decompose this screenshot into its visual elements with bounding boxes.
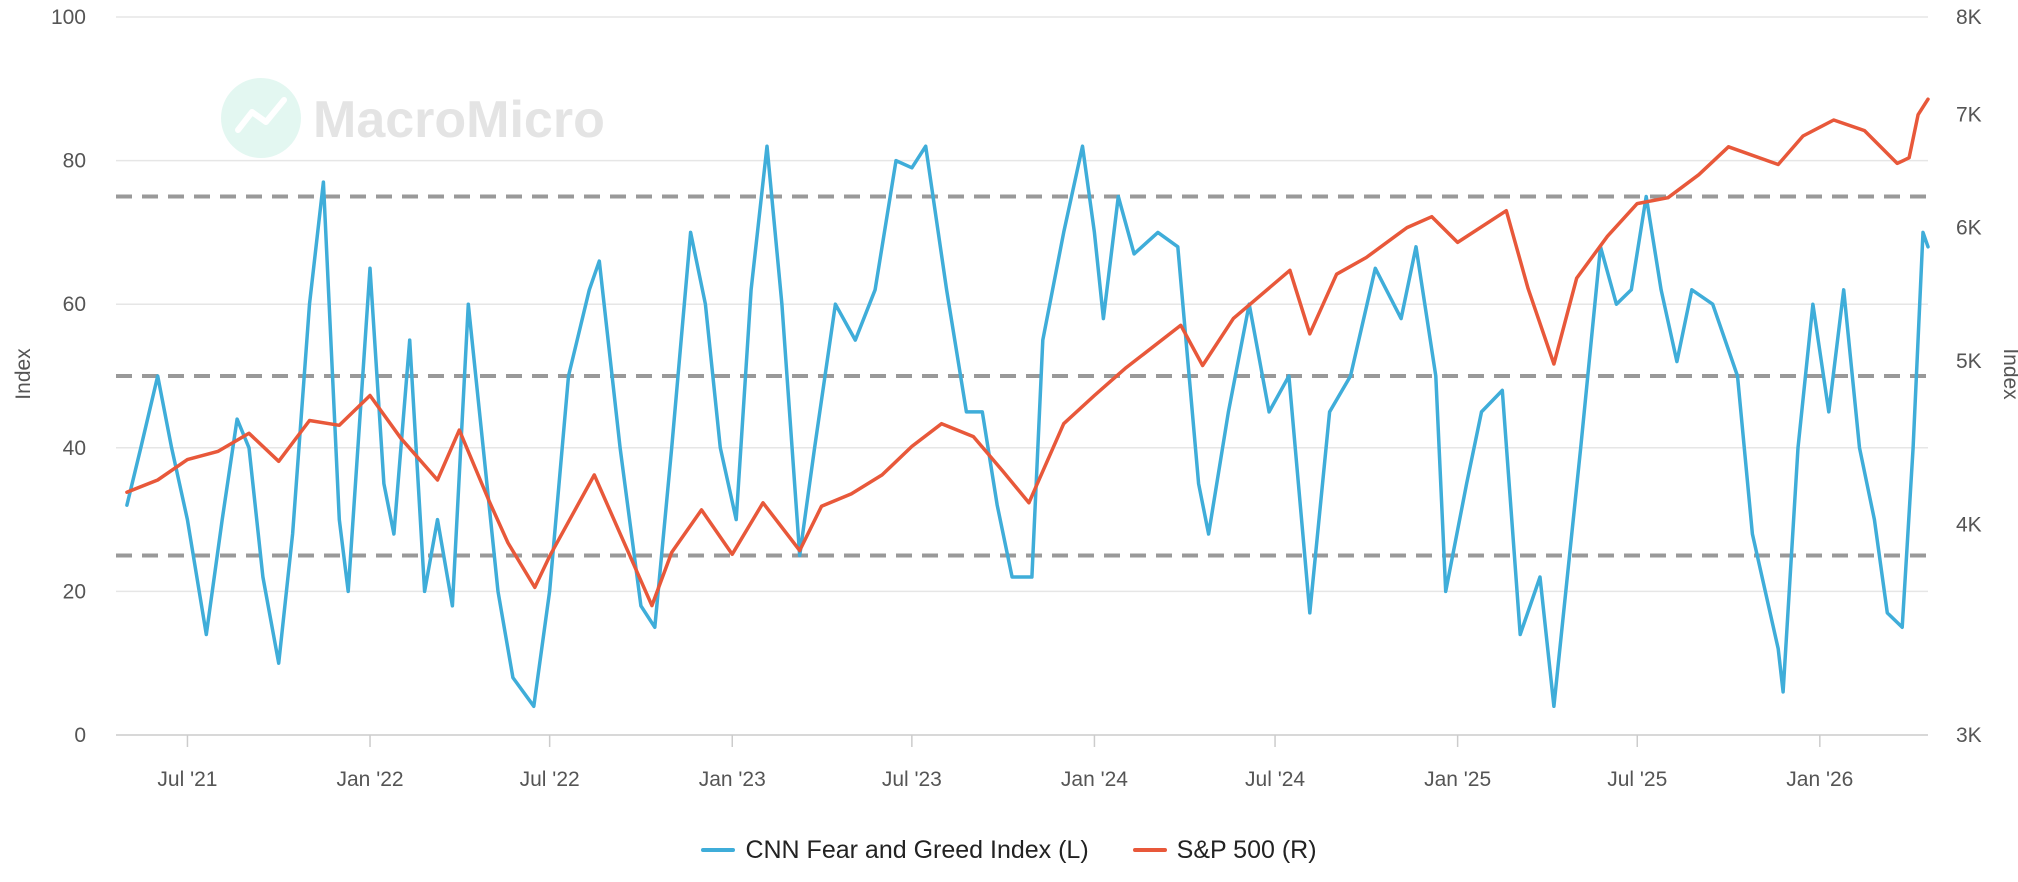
axes: 0 20 40 60 80 100 3K 4K 5K 6K 7K 8K Jul '21 Jan '22 Ju… (51, 6, 1982, 791)
legend-swatch-fear-greed (701, 848, 736, 852)
x-tick-label: Jan '23 (699, 768, 766, 791)
series-lines (125, 97, 1930, 709)
y-left-tick-label: 20 (63, 580, 86, 603)
y-left-tick-label: 60 (63, 293, 86, 316)
y-left-tick-label: 100 (51, 6, 86, 29)
x-tick-label: Jul '23 (882, 768, 942, 791)
x-tick-label: Jul '21 (157, 768, 217, 791)
x-tick-label: Jan '24 (1061, 768, 1128, 791)
y-axis-left-title: Index (12, 348, 35, 400)
y-axis-right-title: Index (1999, 348, 2018, 400)
legend-label-fear-greed: CNN Fear and Greed Index (L) (745, 835, 1089, 864)
macromicro-watermark: MacroMicro (221, 78, 605, 158)
y-left-tick-label: 80 (63, 150, 86, 173)
legend: CNN Fear and Greed Index (L) S&P 500 (R) (0, 832, 2018, 868)
y-right-tick-label: 5K (1956, 350, 1982, 373)
y-left-tick-label: 40 (63, 437, 86, 460)
x-tick-label: Jan '22 (337, 768, 404, 791)
y-left-tick-label: 0 (74, 724, 86, 747)
y-right-tick-label: 3K (1956, 724, 1982, 747)
legend-swatch-sp500 (1132, 848, 1167, 852)
grid-lines (116, 16, 1928, 593)
y-right-tick-label: 8K (1956, 6, 1982, 29)
series-line-sp500[interactable] (125, 97, 1930, 608)
x-tick-label: Jan '26 (1786, 768, 1853, 791)
y-right-tick-label: 4K (1956, 513, 1982, 536)
x-tick-label: Jul '25 (1607, 768, 1667, 791)
x-tick-label: Jan '25 (1424, 768, 1491, 791)
legend-item-fear-greed[interactable]: CNN Fear and Greed Index (L) (701, 835, 1089, 865)
y-right-tick-label: 6K (1956, 217, 1982, 240)
y-right-tick-label: 7K (1956, 104, 1982, 127)
macromicro-watermark-text: MacroMicro (313, 91, 605, 149)
reference-lines (116, 194, 1928, 558)
x-tick-label: Jul '24 (1245, 768, 1305, 791)
series-line-fear-greed[interactable] (125, 144, 1930, 709)
x-tick-label: Jul '22 (520, 768, 580, 791)
legend-item-sp500[interactable]: S&P 500 (R) (1132, 835, 1317, 865)
legend-label-sp500: S&P 500 (R) (1176, 835, 1317, 864)
